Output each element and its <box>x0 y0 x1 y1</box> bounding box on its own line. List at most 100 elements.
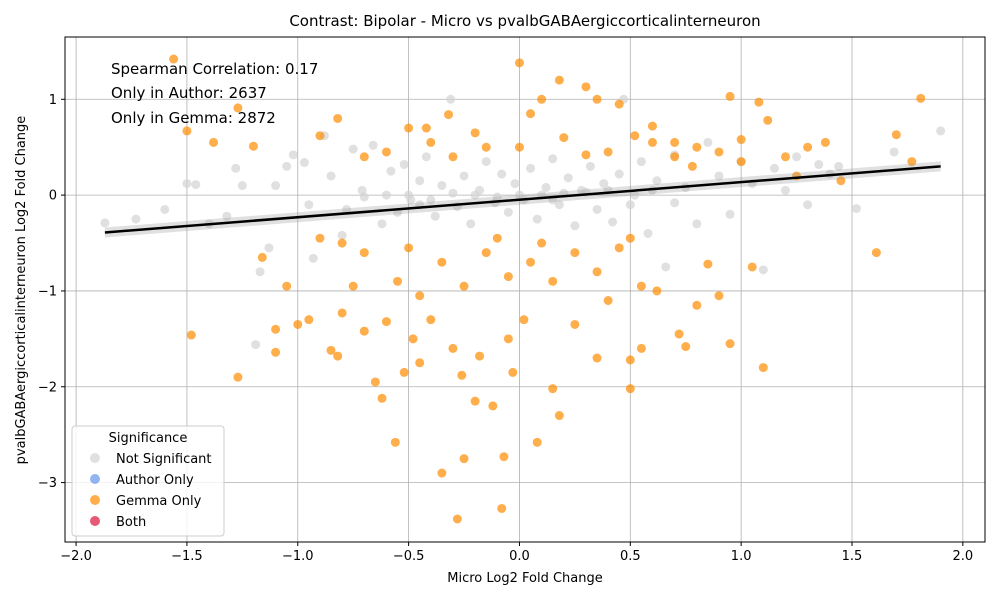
point-not-significant <box>421 152 431 162</box>
point-gemma-only <box>257 252 267 262</box>
point-gemma-only <box>370 377 380 387</box>
point-gemma-only <box>492 233 502 243</box>
point-gemma-only <box>415 291 425 301</box>
point-not-significant <box>725 209 735 219</box>
point-gemma-only <box>636 343 646 353</box>
y-tick-label: 0 <box>49 189 57 204</box>
point-gemma-only <box>503 334 513 344</box>
point-not-significant <box>299 158 309 168</box>
point-gemma-only <box>681 342 691 352</box>
point-not-significant <box>541 182 551 192</box>
point-gemma-only <box>548 276 558 286</box>
x-axis-label: Micro Log2 Fold Change <box>447 571 602 586</box>
point-not-significant <box>510 179 520 189</box>
legend-marker-not-significant <box>90 453 100 463</box>
point-gemma-only <box>625 233 635 243</box>
point-not-significant <box>936 126 946 136</box>
point-gemma-only <box>426 137 436 147</box>
point-gemma-only <box>559 133 569 143</box>
point-not-significant <box>503 207 513 217</box>
point-gemma-only <box>526 109 536 119</box>
point-not-significant <box>415 176 425 186</box>
point-gemma-only <box>603 296 613 306</box>
point-gemma-only <box>233 372 243 382</box>
point-not-significant <box>466 219 476 229</box>
point-not-significant <box>803 200 813 210</box>
point-gemma-only <box>393 276 403 286</box>
point-not-significant <box>769 163 779 173</box>
point-gemma-only <box>337 238 347 248</box>
point-not-significant <box>368 140 378 150</box>
point-gemma-only <box>554 411 564 421</box>
point-not-significant <box>459 171 469 181</box>
point-gemma-only <box>670 137 680 147</box>
legend-title: Significance <box>109 431 188 446</box>
legend-marker-both <box>90 516 100 526</box>
point-gemma-only <box>377 393 387 403</box>
point-gemma-only <box>415 358 425 368</box>
point-gemma-only <box>652 286 662 296</box>
point-gemma-only <box>803 142 813 152</box>
point-gemma-only <box>625 384 635 394</box>
x-tick-label: −1.5 <box>171 549 203 564</box>
point-not-significant <box>222 211 232 221</box>
point-not-significant <box>614 169 624 179</box>
point-gemma-only <box>408 334 418 344</box>
point-not-significant <box>377 219 387 229</box>
point-not-significant <box>271 181 281 191</box>
point-gemma-only <box>820 137 830 147</box>
legend-box <box>71 425 225 537</box>
point-gemma-only <box>537 238 547 248</box>
point-not-significant <box>703 137 713 147</box>
y-tick-label: −2 <box>38 380 57 395</box>
point-gemma-only <box>448 152 458 162</box>
point-not-significant <box>643 228 653 238</box>
point-gemma-only <box>725 91 735 101</box>
x-tick-label: −1.0 <box>282 549 314 564</box>
point-gemma-only <box>537 94 547 104</box>
x-tick-label: −0.5 <box>393 549 425 564</box>
point-gemma-only <box>271 324 281 334</box>
legend-marker-gemma-only <box>90 495 100 505</box>
point-not-significant <box>889 147 899 157</box>
point-not-significant <box>359 192 369 202</box>
point-not-significant <box>131 214 141 224</box>
point-gemma-only <box>907 157 917 167</box>
point-gemma-only <box>481 142 491 152</box>
point-gemma-only <box>304 315 314 325</box>
point-gemma-only <box>725 339 735 349</box>
x-axis-ticks: −2.0 −1.5 −1.0 −0.5 0.0 0.5 1.0 1.5 2.0 <box>60 542 973 564</box>
point-not-significant <box>404 190 414 200</box>
x-tick-label: 1.5 <box>842 549 863 564</box>
point-not-significant <box>532 214 542 224</box>
point-gemma-only <box>714 147 724 157</box>
grid <box>65 37 985 542</box>
point-gemma-only <box>452 514 462 524</box>
point-gemma-only <box>758 363 768 373</box>
point-not-significant <box>661 262 671 272</box>
point-gemma-only <box>592 353 602 363</box>
point-not-significant <box>554 200 564 210</box>
point-not-significant <box>814 159 824 169</box>
point-gemma-only <box>437 257 447 267</box>
point-not-significant <box>630 190 640 200</box>
point-not-significant <box>342 204 352 214</box>
point-gemma-only <box>581 150 591 160</box>
point-not-significant <box>430 211 440 221</box>
point-gemma-only <box>186 330 196 340</box>
point-gemma-only <box>519 315 529 325</box>
point-not-significant <box>264 243 274 253</box>
point-gemma-only <box>670 152 680 162</box>
point-gemma-only <box>426 315 436 325</box>
point-gemma-only <box>714 291 724 301</box>
point-gemma-only <box>736 157 746 167</box>
point-gemma-only <box>271 347 281 357</box>
point-not-significant <box>426 195 436 205</box>
point-not-significant <box>625 200 635 210</box>
point-not-significant <box>348 144 358 154</box>
point-gemma-only <box>459 454 469 464</box>
point-gemma-only <box>499 452 509 462</box>
point-gemma-only <box>636 281 646 291</box>
point-gemma-only <box>169 54 179 64</box>
